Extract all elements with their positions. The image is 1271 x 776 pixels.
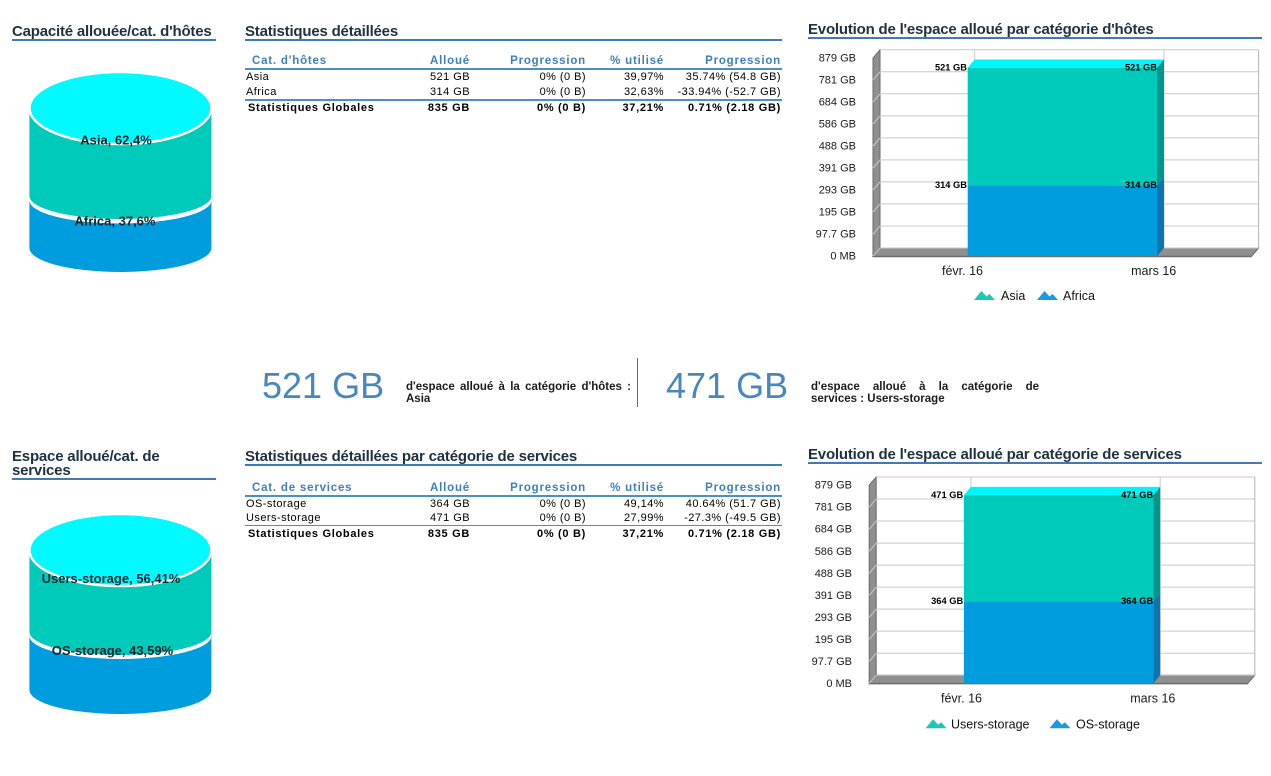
svg-text:314 GB: 314 GB — [1125, 180, 1157, 190]
svg-text:195 GB: 195 GB — [819, 206, 856, 218]
svg-text:471 GB: 471 GB — [931, 490, 963, 500]
svg-text:314 GB: 314 GB — [935, 180, 967, 190]
svg-text:293 GB: 293 GB — [815, 612, 852, 624]
svg-text:Users-storage: Users-storage — [951, 717, 1030, 731]
svg-text:488 GB: 488 GB — [819, 140, 856, 152]
svg-text:586 GB: 586 GB — [819, 118, 856, 130]
svg-text:195 GB: 195 GB — [815, 634, 852, 646]
svg-text:Users-storage, 56,41%: Users-storage, 56,41% — [42, 571, 181, 586]
svg-text:97.7 GB: 97.7 GB — [816, 229, 856, 241]
svg-text:684 GB: 684 GB — [815, 524, 852, 536]
svg-text:févr. 16: févr. 16 — [941, 691, 982, 705]
svg-text:879 GB: 879 GB — [815, 480, 852, 492]
svg-text:364 GB: 364 GB — [931, 596, 963, 606]
svg-text:391 GB: 391 GB — [815, 590, 852, 602]
svg-text:293 GB: 293 GB — [819, 184, 856, 196]
svg-text:488 GB: 488 GB — [815, 568, 852, 580]
svg-text:471 GB: 471 GB — [1121, 490, 1153, 500]
svg-text:0 MB: 0 MB — [830, 251, 856, 263]
svg-text:684 GB: 684 GB — [819, 96, 856, 108]
svg-text:586 GB: 586 GB — [815, 546, 852, 558]
svg-text:Africa, 37,6%: Africa, 37,6% — [75, 214, 156, 229]
svg-text:Asia: Asia — [1001, 289, 1025, 303]
svg-text:521 GB: 521 GB — [935, 63, 967, 73]
svg-text:781 GB: 781 GB — [819, 74, 856, 86]
svg-text:781 GB: 781 GB — [815, 502, 852, 514]
svg-text:0 MB: 0 MB — [826, 678, 852, 690]
svg-text:OS-storage, 43,59%: OS-storage, 43,59% — [52, 643, 174, 658]
svg-text:OS-storage: OS-storage — [1076, 717, 1140, 731]
svg-text:mars 16: mars 16 — [1131, 264, 1176, 278]
svg-text:Asia, 62,4%: Asia, 62,4% — [80, 133, 152, 148]
svg-text:521 GB: 521 GB — [1125, 63, 1157, 73]
svg-text:364 GB: 364 GB — [1121, 596, 1153, 606]
svg-text:879 GB: 879 GB — [819, 52, 856, 64]
svg-text:Africa: Africa — [1063, 289, 1095, 303]
svg-text:97.7 GB: 97.7 GB — [812, 656, 852, 668]
svg-text:févr. 16: févr. 16 — [942, 264, 983, 278]
svg-text:391 GB: 391 GB — [819, 162, 856, 174]
svg-text:mars 16: mars 16 — [1130, 691, 1175, 705]
